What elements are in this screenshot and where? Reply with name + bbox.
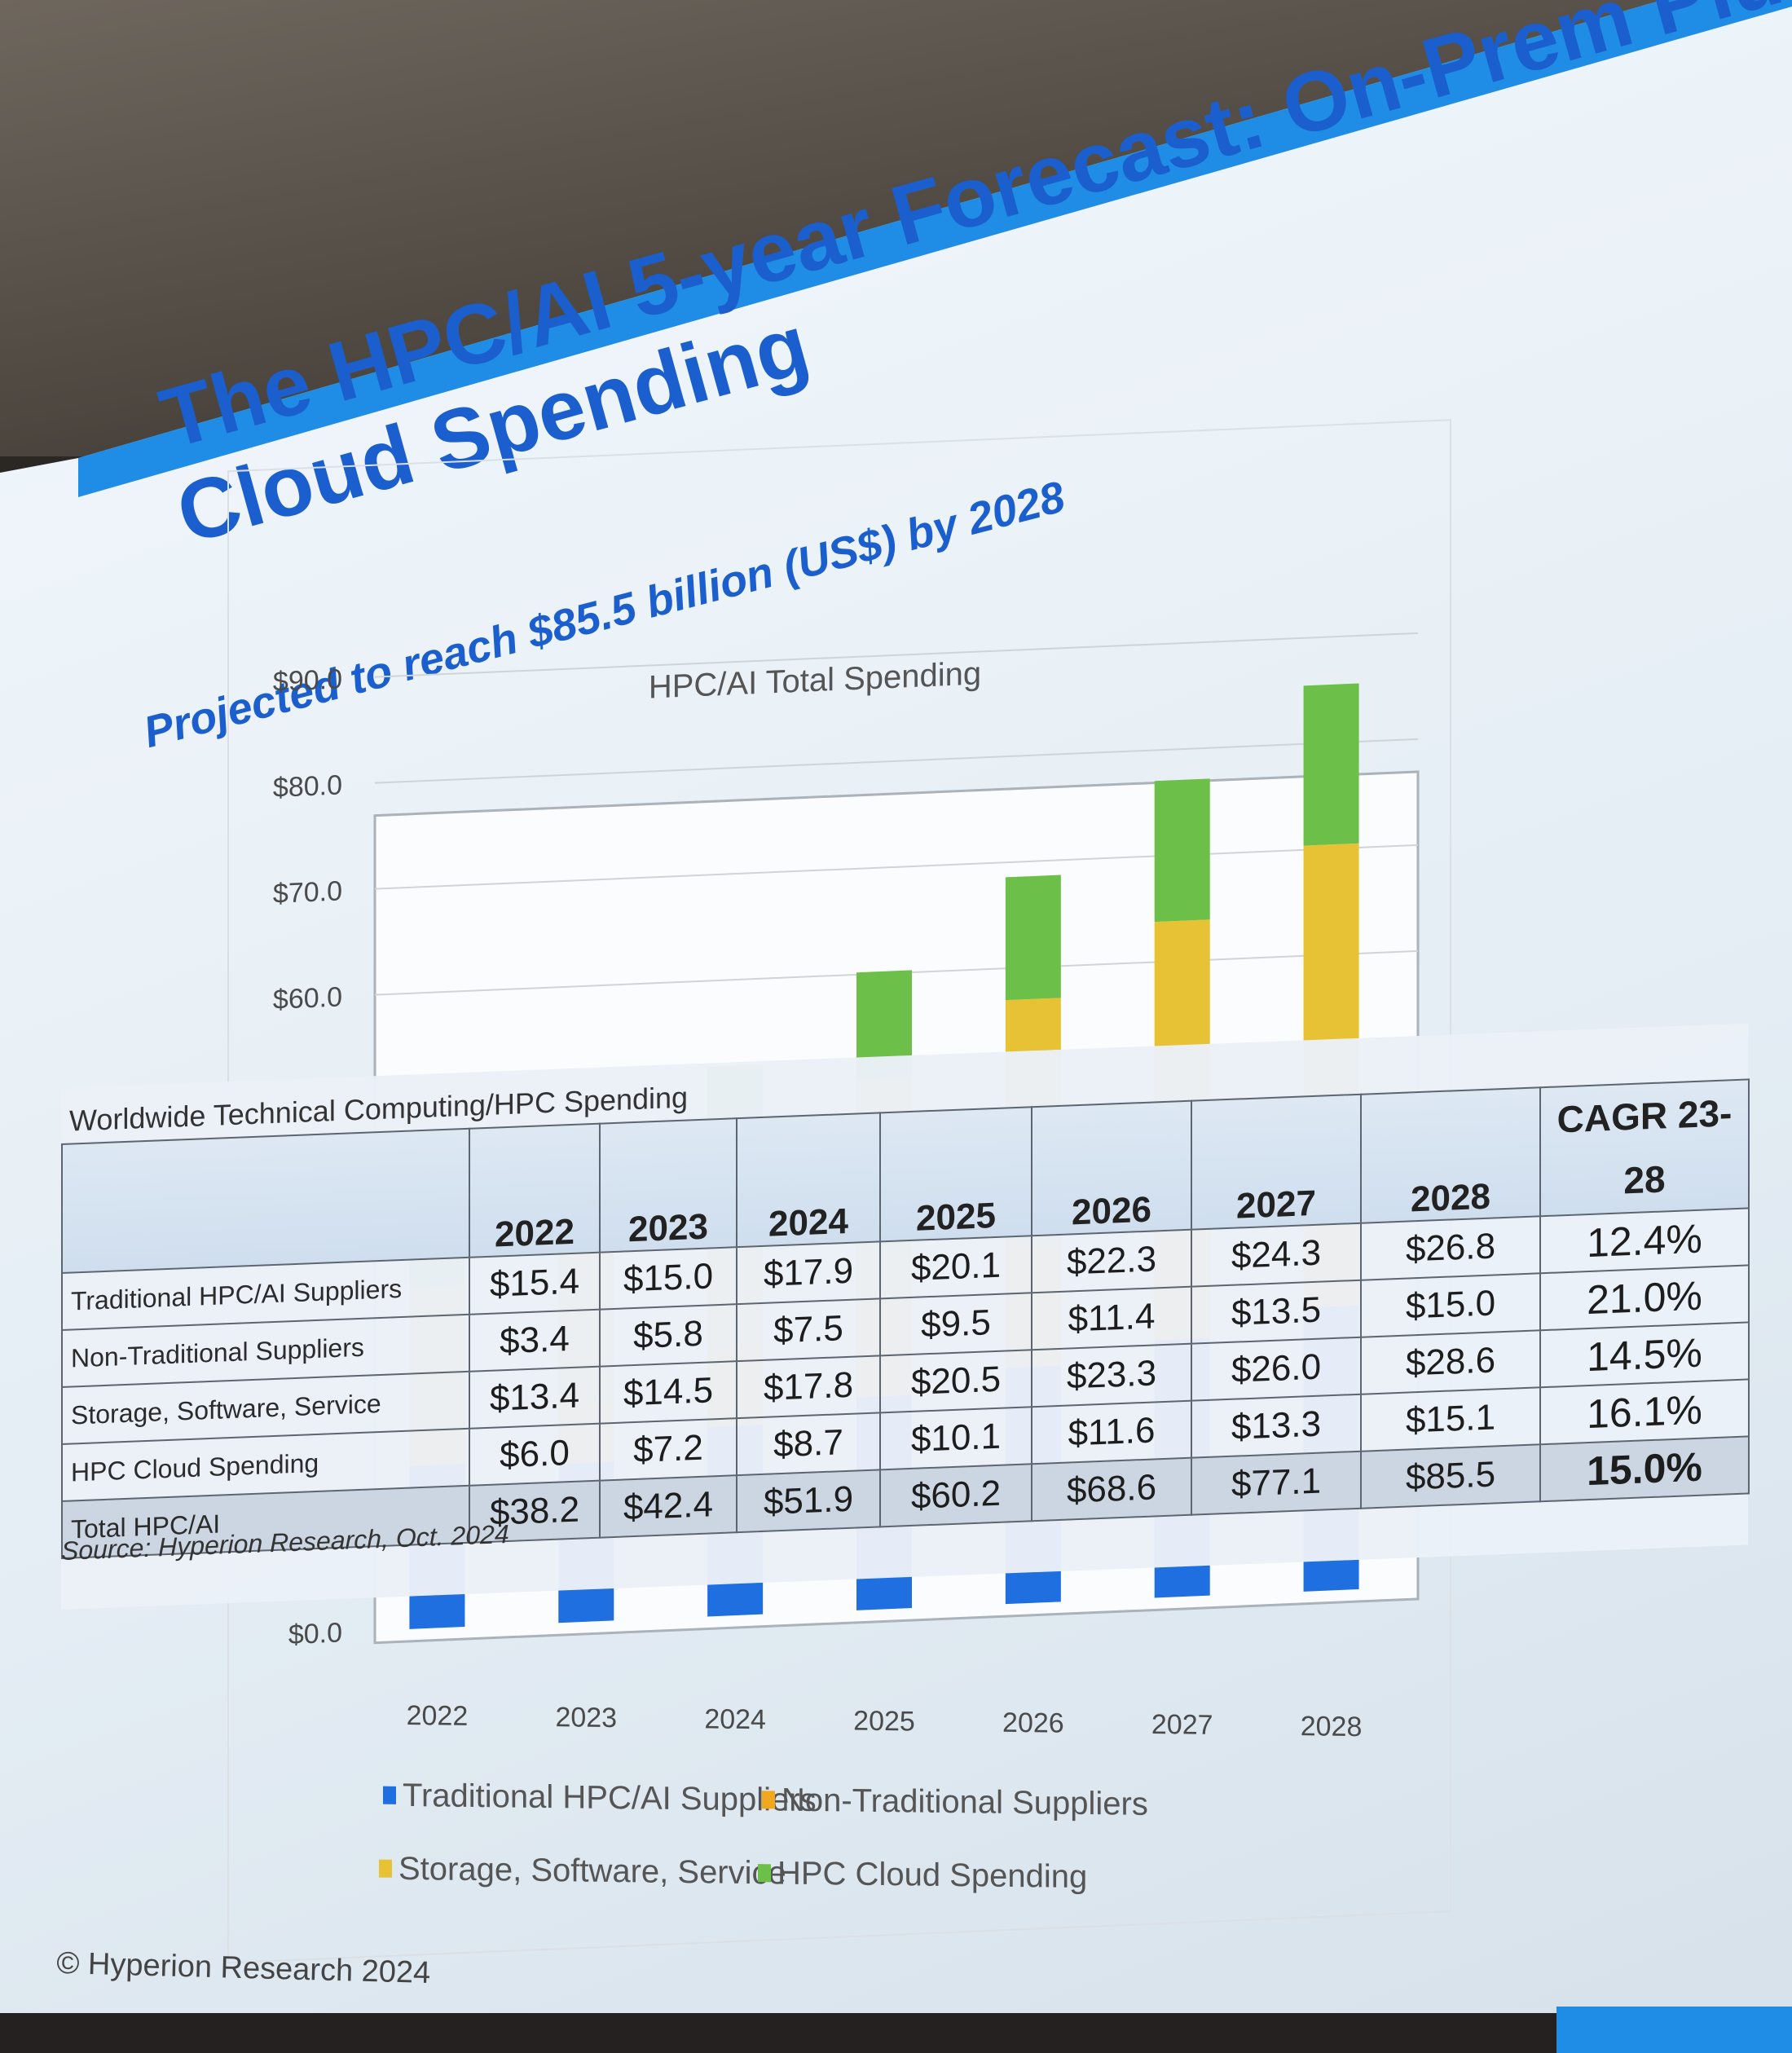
table-cell: $60.2 [880,1464,1032,1527]
table-cell: $22.3 [1032,1229,1191,1293]
table-header-cell: 2026 [1032,1100,1191,1236]
gridline [375,844,1418,890]
table-cell: $9.5 [880,1293,1032,1356]
table-cell: $85.5 [1361,1444,1540,1509]
x-tick-label: 2027 [1151,1709,1213,1741]
table-cell: $24.3 [1191,1223,1361,1287]
y-tick-label: $0.0 [288,1617,342,1650]
y-axis-ticks: $0.0 $60.0 $70.0 $80.0 $90.0 [273,663,342,1650]
table-cell: $3.4 [469,1309,600,1372]
slide-corner-accent [1556,2007,1792,2053]
table-header-cell: 2025 [880,1107,1032,1242]
table-cell: $13.4 [469,1366,600,1429]
x-tick-label: 2022 [407,1700,469,1732]
table-cell: $77.1 [1191,1451,1361,1515]
legend-label: Storage, Software, Service [398,1851,786,1892]
table-cell: $13.5 [1191,1280,1361,1344]
table-cell: $15.4 [469,1252,600,1315]
legend-swatch [379,1859,392,1878]
table-cell: $17.8 [737,1355,880,1419]
x-axis-ticks: 2022 2023 2024 2025 2026 2027 2028 [407,1700,1363,1742]
table-header-cell: 2027 [1191,1094,1361,1230]
table-cell: $10.1 [880,1407,1032,1470]
cagr-cell: 15.0% [1540,1436,1749,1502]
cagr-cell: 12.4% [1540,1208,1749,1274]
bar-2028-hpc-cloud-spending [1303,683,1359,846]
table-cell: $20.1 [880,1236,1032,1299]
table-cell: $51.9 [737,1469,880,1533]
x-tick-label: 2028 [1301,1711,1363,1742]
table-cell: $20.5 [880,1350,1032,1413]
table-cell: $26.0 [1191,1337,1361,1401]
table-cell: $23.3 [1032,1343,1191,1408]
table-cell: $8.7 [737,1412,880,1476]
legend-swatch [758,1864,771,1883]
gridline [375,632,1418,678]
chart-legend: Traditional HPC/AI SuppliersNon-Traditio… [379,1778,1148,1895]
x-tick-label: 2023 [555,1702,617,1734]
table-cell: $7.5 [737,1298,880,1362]
table-cell: $17.9 [737,1241,880,1305]
y-tick-label: $80.0 [273,769,342,804]
bar-2026-hpc-cloud-spending [1005,875,1061,1001]
table-cell: $28.6 [1361,1330,1540,1394]
table-header-blank [62,1128,469,1273]
table-cell: $15.1 [1361,1387,1540,1452]
table-header-cell: 2028 [1361,1087,1540,1223]
legend-swatch [762,1791,775,1809]
cagr-cell: 21.0% [1540,1265,1749,1331]
table-header-cell: 2023 [600,1118,737,1253]
table-cell: $6.0 [469,1423,600,1486]
table-cell: $26.8 [1361,1216,1540,1280]
y-tick-label: $70.0 [273,875,342,910]
legend-label: Traditional HPC/AI Suppliers [403,1778,817,1818]
table-header-cell: 2024 [737,1112,880,1248]
legend-swatch [383,1786,396,1804]
table-cell: $11.6 [1032,1400,1191,1465]
spending-table: 2022 2023 2024 2025 2026 2027 2028 CAGR 23-28 T… [61,1078,1750,1559]
cagr-cell: 16.1% [1540,1379,1749,1445]
table-cell: $13.3 [1191,1394,1361,1458]
x-tick-label: 2024 [704,1703,766,1735]
table-cell: $15.0 [600,1247,737,1310]
bar-2027-hpc-cloud-spending [1154,778,1210,923]
table-cell: $7.2 [600,1418,737,1481]
table-header-cell: 2022 [469,1123,600,1258]
x-tick-label: 2026 [1002,1707,1064,1739]
screen-bottom-edge [0,2013,1556,2053]
gridline [375,738,1418,784]
cagr-cell: 14.5% [1540,1322,1749,1388]
table-cell: $15.0 [1361,1273,1540,1337]
y-tick-label: $90.0 [273,663,342,698]
table-header-cell: CAGR 23-28 [1540,1079,1749,1217]
bar-2025-hpc-cloud-spending [856,970,912,1080]
table-cell: $42.4 [600,1475,737,1538]
legend-label: HPC Cloud Spending [777,1855,1087,1895]
legend-label: Non-Traditional Suppliers [782,1782,1148,1822]
x-tick-label: 2025 [853,1706,915,1738]
spending-table-panel: Worldwide Technical Computing/HPC Spendi… [61,1023,1750,1610]
y-tick-label: $60.0 [273,981,342,1015]
table-cell: $5.8 [600,1304,737,1367]
table-cell: $68.6 [1032,1457,1191,1522]
table-cell: $11.4 [1032,1286,1191,1350]
table-cell: $14.5 [600,1361,737,1424]
